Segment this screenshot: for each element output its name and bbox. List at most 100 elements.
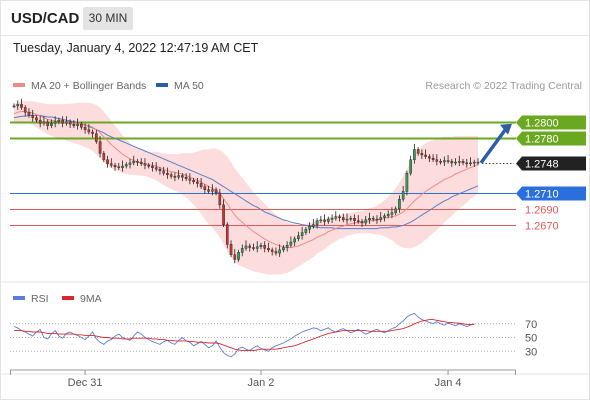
candle	[106, 155, 109, 168]
header-bar: USD/CAD 30 MIN	[0, 0, 588, 36]
ma20-swatch	[13, 83, 25, 88]
candle-body	[416, 149, 420, 154]
candle	[435, 154, 439, 166]
candle	[173, 172, 177, 182]
candle	[46, 119, 49, 130]
candle-body	[128, 162, 132, 165]
candle	[327, 216, 330, 224]
candle	[218, 189, 222, 209]
candle-body	[469, 162, 472, 165]
candle	[420, 149, 424, 159]
legend-rsi-ma: 9MA	[62, 293, 102, 305]
candle	[472, 159, 476, 167]
candle-body	[87, 129, 91, 133]
candle-body	[465, 162, 469, 165]
candle-body	[121, 165, 124, 168]
candle	[252, 243, 255, 251]
candle	[117, 162, 121, 171]
rsi-ma-label: 9MA	[80, 293, 102, 305]
candle-body	[35, 117, 38, 121]
candle-body	[255, 246, 259, 249]
candle-body	[61, 119, 64, 124]
candle-body	[398, 199, 401, 209]
candle	[360, 219, 364, 227]
candle-body	[443, 160, 446, 163]
level-tag-resistance: 1.2800	[516, 115, 586, 130]
candle	[401, 185, 405, 202]
candle	[353, 214, 356, 225]
candle	[128, 158, 132, 169]
candle	[207, 185, 210, 194]
candle	[237, 249, 240, 262]
candle-body	[143, 163, 147, 166]
candle-body	[431, 157, 435, 160]
candle-body	[16, 104, 20, 107]
candle-body	[106, 159, 109, 164]
candle	[151, 162, 154, 172]
candle-body	[312, 224, 315, 227]
level-label: 1.2690	[525, 205, 559, 217]
candle	[188, 173, 192, 185]
candle	[379, 211, 383, 223]
level-tag-bg	[516, 115, 586, 130]
candle	[356, 215, 360, 224]
candle	[113, 162, 117, 171]
timeframe-button[interactable]: 30 MIN	[83, 7, 133, 30]
candle	[312, 219, 315, 229]
candle-body	[401, 191, 405, 200]
candle-body	[229, 244, 233, 255]
candle-body	[360, 221, 364, 224]
candle-body	[259, 244, 263, 247]
candle-body	[428, 156, 431, 159]
candle	[274, 247, 278, 256]
candle	[405, 170, 409, 196]
candle	[465, 158, 469, 168]
candle	[461, 158, 465, 166]
candle-body	[124, 164, 128, 167]
candle-body	[225, 224, 229, 245]
candle	[166, 167, 169, 179]
candle-body	[282, 247, 285, 251]
candle	[386, 210, 390, 219]
candle	[255, 241, 259, 253]
candle	[38, 116, 42, 128]
candle	[454, 158, 457, 166]
candle-body	[166, 172, 169, 175]
candle	[42, 116, 46, 126]
candle-body	[12, 105, 16, 108]
candle	[304, 226, 308, 235]
rsi-ma-line	[14, 319, 475, 352]
candle-body	[319, 219, 323, 222]
credit-text: Research © 2022 Trading Central	[425, 80, 582, 92]
candle	[285, 241, 289, 252]
ma20-label: MA 20 + Bollinger Bands	[31, 80, 147, 92]
candle-body	[252, 247, 255, 249]
candle	[270, 247, 274, 256]
candle	[162, 166, 165, 176]
candle	[132, 155, 136, 166]
candle	[121, 160, 124, 172]
candle	[394, 206, 397, 216]
candle	[248, 243, 252, 252]
candle	[368, 212, 371, 224]
candle	[27, 108, 31, 118]
level-tag-bg	[516, 131, 586, 146]
candle	[76, 118, 79, 130]
candle-body	[147, 165, 151, 167]
candle	[424, 149, 427, 159]
candle-body	[379, 217, 383, 221]
candle	[91, 129, 94, 138]
candle-body	[109, 163, 113, 166]
candle-body	[214, 189, 218, 194]
candle-body	[218, 192, 222, 206]
candle	[87, 124, 91, 135]
candle	[398, 195, 401, 213]
candle-body	[46, 121, 49, 126]
level-label: 1.2710	[525, 189, 559, 201]
candle-body	[132, 161, 136, 164]
candle-body	[315, 220, 319, 225]
legend-ma20: MA 20 + Bollinger Bands	[13, 80, 146, 92]
candle-body	[349, 218, 353, 220]
rsi-label: RSI	[31, 293, 49, 305]
